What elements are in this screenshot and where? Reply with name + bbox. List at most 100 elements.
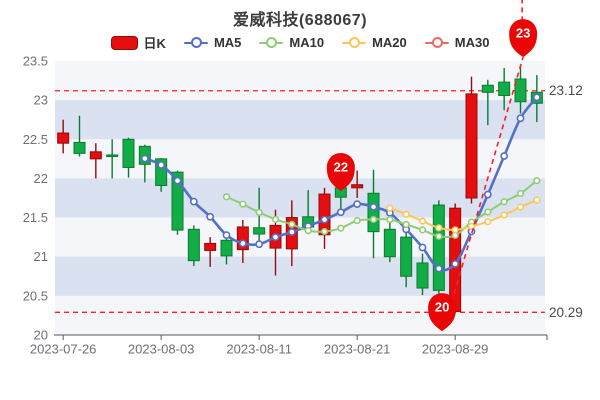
- ma20-marker: [533, 196, 541, 204]
- y-axis-label: 21.5: [23, 210, 48, 225]
- ma10-marker: [239, 200, 247, 208]
- candle-2023-08-21[interactable]: [351, 170, 364, 198]
- ma10-marker: [271, 215, 280, 223]
- ma5-marker: [238, 239, 247, 248]
- line-series-marker-icon: [183, 37, 208, 48]
- ma5-marker: [336, 208, 345, 217]
- ma10-marker: [484, 208, 492, 216]
- ma5-marker: [157, 161, 166, 169]
- candle-2023-08-22[interactable]: [367, 169, 380, 259]
- legend-item-ma10[interactable]: MA10: [259, 35, 324, 50]
- candle-2023-09-01[interactable]: [498, 68, 511, 111]
- y-axis-label: 23: [34, 93, 48, 108]
- ma10-marker: [369, 215, 378, 224]
- candle-2023-08-23[interactable]: [383, 222, 396, 263]
- ma10-marker: [516, 189, 525, 198]
- legend-label: 日K: [143, 36, 166, 51]
- candle-body: [351, 184, 364, 189]
- legend-label: MA5: [213, 35, 242, 50]
- badge-value-label: 22: [334, 159, 348, 174]
- chart-title: 爱威科技(688067): [232, 12, 368, 29]
- markline-layer: 23.12 20.29: [55, 0, 583, 320]
- badge-pin-22[interactable]: 22: [326, 152, 355, 191]
- badge-pin-23[interactable]: 23: [509, 19, 538, 58]
- candle-2023-08-30[interactable]: [465, 76, 478, 204]
- candle-2023-08-01[interactable]: [122, 137, 135, 178]
- candle-2023-09-04[interactable]: [514, 66, 527, 114]
- ma5-marker: [173, 176, 182, 185]
- ma20-path: [388, 199, 538, 231]
- ma10-marker: [418, 226, 427, 234]
- y-axis-label: 22: [34, 171, 48, 186]
- ma5-marker: [369, 203, 378, 211]
- ma5-marker: [418, 243, 427, 252]
- split-area-band: [55, 100, 545, 140]
- split-area-band: [55, 256, 545, 296]
- ma10-marker: [304, 227, 312, 235]
- badge-value-label: 20: [435, 300, 449, 315]
- ma20-marker: [451, 226, 459, 234]
- ma5-marker: [516, 114, 525, 123]
- ma5-marker: [287, 228, 296, 236]
- badge-shape: [428, 293, 457, 332]
- badge-pin-20[interactable]: 20: [428, 293, 457, 332]
- ma20-marker: [516, 203, 525, 211]
- candle-body: [367, 192, 380, 233]
- ma20-marker: [484, 218, 492, 226]
- candle-body: [204, 242, 217, 251]
- candle-body: [253, 227, 266, 235]
- legend-item-ma30[interactable]: MA30: [424, 35, 490, 50]
- candle-body: [187, 228, 200, 262]
- legend-item-dayk[interactable]: 日K: [110, 33, 166, 52]
- chart-legend: 日K MA5 MA10 MA20 MA30: [0, 33, 600, 52]
- candle-body: [89, 151, 102, 160]
- legend-item-ma5[interactable]: MA5: [183, 35, 242, 50]
- candle-2023-07-27[interactable]: [73, 115, 86, 157]
- ma5-marker: [222, 231, 231, 240]
- candle-body: [498, 81, 511, 96]
- candle-2023-07-31[interactable]: [106, 139, 119, 179]
- candle-2023-07-26[interactable]: [57, 119, 70, 154]
- x-axis-label: 2023-08-11: [226, 342, 292, 357]
- candle-body: [514, 78, 527, 103]
- ma10-marker: [386, 215, 394, 224]
- candles-layer[interactable]: [57, 66, 543, 313]
- candle-2023-07-28[interactable]: [89, 143, 102, 179]
- candle-2023-08-25[interactable]: [416, 253, 429, 296]
- candle-body: [122, 138, 135, 168]
- candle-2023-08-28[interactable]: [432, 200, 445, 300]
- ma5-marker: [500, 152, 509, 160]
- markline-value-label: 20.29: [549, 305, 583, 320]
- x-axis-label: 2023-08-29: [422, 342, 489, 357]
- candle-2023-08-08[interactable]: [204, 237, 217, 267]
- legend-label: MA10: [289, 35, 325, 50]
- y-axis-label: 22.5: [23, 132, 48, 147]
- ma20-marker: [402, 210, 410, 218]
- line-series-marker-icon: [342, 37, 367, 48]
- markline-value-label: 23.12: [549, 83, 583, 98]
- ma20-marker: [435, 224, 443, 232]
- ma5-marker: [189, 197, 198, 206]
- ma10-marker: [500, 198, 508, 206]
- candle-body: [57, 132, 70, 144]
- ma20-marker: [500, 211, 508, 219]
- candle-series-marker-icon: [110, 35, 138, 50]
- candle-body: [481, 84, 494, 93]
- split-area-band: [55, 178, 545, 218]
- candle-2023-08-24[interactable]: [400, 225, 413, 288]
- candle-body: [155, 158, 168, 186]
- legend-item-ma20[interactable]: MA20: [342, 35, 407, 50]
- ma5-marker: [255, 240, 264, 249]
- candle-body: [416, 262, 429, 289]
- ma10-marker: [337, 224, 345, 232]
- candle-body: [432, 204, 445, 291]
- axes-layer: 2023-07-26 2023-08-03 2023-08-11 2023-08-21…: [23, 54, 548, 357]
- candle-body: [236, 226, 249, 251]
- candle-body: [400, 236, 413, 277]
- candle-2023-08-07[interactable]: [187, 225, 200, 267]
- ma10-marker: [320, 227, 329, 236]
- candle-2023-08-31[interactable]: [481, 79, 494, 126]
- legend-label: MA30: [454, 35, 490, 50]
- candle-body: [171, 171, 184, 231]
